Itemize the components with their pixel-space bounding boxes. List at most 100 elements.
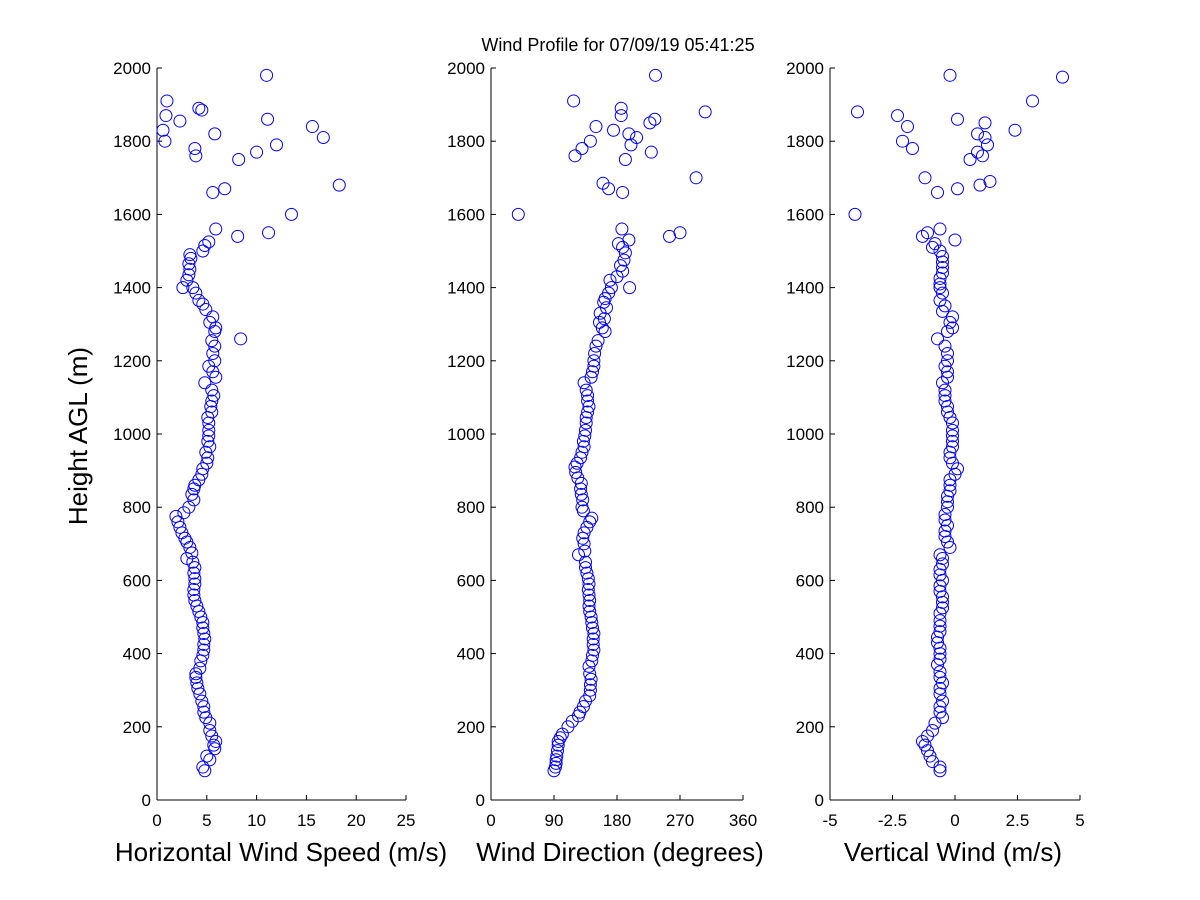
horizontal-wind-speed-point	[189, 149, 203, 163]
horizontal-wind-speed-point	[192, 293, 206, 307]
vertical-wind-y-tick-label: 2000	[786, 59, 824, 78]
vertical-wind-point	[943, 68, 957, 82]
vertical-wind-point	[946, 429, 959, 443]
vertical-wind-point	[933, 681, 947, 695]
vertical-wind-point	[933, 614, 947, 628]
horizontal-wind-speed-point	[185, 546, 199, 560]
horizontal-wind-speed-point	[206, 310, 220, 324]
horizontal-wind-speed-point	[202, 429, 216, 443]
wind-direction-point	[579, 561, 592, 575]
horizontal-wind-speed-point	[191, 681, 205, 695]
vertical-wind-point	[943, 315, 957, 329]
wind-direction-point	[551, 738, 565, 752]
horizontal-wind-speed-point	[196, 648, 210, 662]
wind-direction-y-tick-label: 200	[457, 718, 485, 737]
horizontal-wind-speed-point	[188, 561, 202, 575]
wind-direction-point	[581, 394, 595, 408]
wind-direction-point	[604, 281, 618, 295]
horizontal-wind-speed-point	[203, 753, 217, 767]
wind-direction-point	[582, 577, 596, 591]
wind-direction-point	[576, 700, 590, 714]
horizontal-wind-speed-point	[203, 440, 217, 454]
horizontal-wind-speed-point	[171, 515, 185, 529]
vertical-wind-point	[933, 619, 947, 633]
vertical-wind-point	[941, 365, 954, 379]
wind-direction-point	[587, 354, 601, 368]
vertical-wind-point	[926, 723, 939, 737]
wind-direction-y-tick-label: 400	[457, 645, 485, 664]
horizontal-wind-speed-point	[305, 120, 319, 134]
horizontal-wind-speed-x-tick-label: 10	[247, 811, 266, 830]
wind-direction-point	[584, 610, 598, 624]
wind-direction-y-tick-label: 2000	[447, 59, 485, 78]
wind-direction-y-tick-label: 800	[457, 498, 485, 517]
wind-direction-point	[643, 116, 657, 130]
vertical-wind-y-tick-label: 800	[796, 498, 824, 517]
vertical-wind-point	[933, 700, 947, 714]
horizontal-wind-speed-point	[197, 700, 211, 714]
wind-direction-point	[588, 346, 602, 360]
horizontal-wind-speed-point	[284, 207, 298, 221]
x-axis-label-vertical-wind: Vertical Wind (m/s)	[844, 837, 1062, 867]
vertical-wind-point	[933, 222, 947, 236]
wind-direction-point	[578, 429, 592, 443]
wind-direction-point	[584, 672, 598, 686]
wind-direction-point	[576, 434, 590, 448]
horizontal-wind-speed-point	[209, 222, 223, 236]
horizontal-wind-speed-y-tick-label: 1600	[113, 205, 151, 224]
vertical-wind-point	[933, 670, 947, 684]
horizontal-wind-speed-point	[197, 643, 211, 657]
horizontal-wind-speed-point	[270, 138, 284, 152]
horizontal-wind-speed-y-tick-label: 1000	[113, 425, 151, 444]
vertical-wind-x-tick-label: 5	[1075, 811, 1084, 830]
horizontal-wind-speed-point	[206, 346, 220, 360]
horizontal-wind-speed-point	[187, 583, 201, 597]
wind-direction-point	[616, 185, 630, 199]
vertical-wind-point	[946, 310, 959, 324]
wind-direction-y-tick-label: 600	[457, 571, 485, 590]
vertical-wind-point	[848, 207, 862, 221]
wind-direction-point	[578, 544, 592, 558]
wind-direction-point	[648, 112, 662, 126]
x-axis-label-horizontal-wind-speed: Horizontal Wind Speed (m/s)	[115, 837, 447, 867]
horizontal-wind-speed-point	[188, 577, 202, 591]
vertical-wind-point	[938, 508, 952, 522]
wind-direction-point	[577, 440, 591, 454]
vertical-wind-point	[901, 120, 914, 134]
x-axis-label-wind-direction: Wind Direction (degrees)	[476, 837, 764, 867]
horizontal-wind-speed-point	[207, 389, 221, 403]
wind-direction-point	[649, 68, 662, 82]
horizontal-wind-speed-point	[187, 588, 201, 602]
wind-direction-point	[586, 632, 600, 646]
horizontal-wind-speed-point	[203, 723, 217, 737]
vertical-wind-point	[933, 244, 947, 258]
wind-direction-point	[579, 416, 593, 430]
vertical-wind-point	[931, 332, 944, 346]
vertical-wind-point	[933, 764, 947, 778]
horizontal-wind-speed-point	[183, 248, 197, 262]
horizontal-wind-speed-y-tick-label: 400	[123, 645, 151, 664]
horizontal-wind-speed-point	[188, 594, 202, 608]
vertical-wind-point	[918, 171, 932, 185]
vertical-wind-point	[978, 131, 992, 145]
horizontal-wind-speed-point	[195, 467, 209, 481]
vertical-wind-point	[936, 694, 949, 708]
wind-direction-point	[577, 537, 591, 551]
horizontal-wind-speed-x-tick-label: 5	[202, 811, 211, 830]
wind-direction-point	[587, 359, 601, 373]
vertical-wind-point	[946, 434, 959, 448]
horizontal-wind-speed-point	[193, 661, 207, 675]
horizontal-wind-speed-point	[199, 711, 213, 725]
horizontal-wind-speed-point	[197, 705, 211, 719]
vertical-wind-point	[938, 394, 952, 408]
horizontal-wind-speed-point	[192, 101, 206, 115]
horizontal-wind-speed-y-tick-label: 1400	[113, 279, 151, 298]
horizontal-wind-speed-point	[206, 185, 220, 199]
vertical-wind-point	[926, 755, 939, 769]
vertical-wind-point	[946, 440, 959, 454]
vertical-wind-point	[936, 286, 949, 300]
horizontal-wind-speed-x-tick-label: 0	[152, 811, 161, 830]
wind-direction-point	[589, 339, 603, 353]
wind-direction-point	[553, 731, 567, 745]
